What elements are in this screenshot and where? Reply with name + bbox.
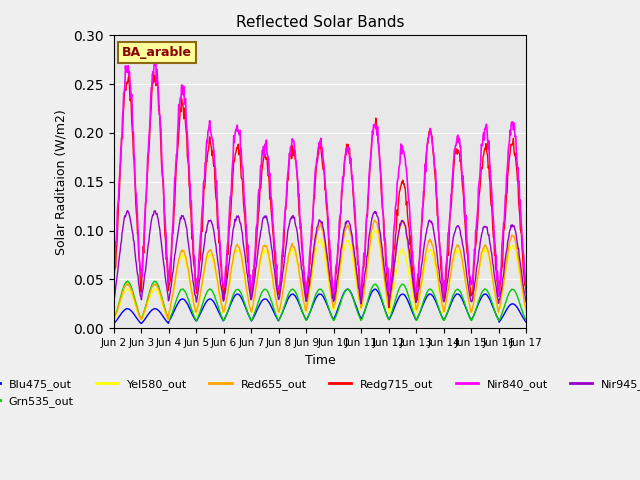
Nir840_out — [202, 145, 210, 151]
Nir945_out — [371, 210, 378, 216]
Line: Grn535_out: Grn535_out — [114, 281, 526, 321]
Nir840_out — [224, 239, 232, 244]
Line: Nir840_out: Nir840_out — [114, 57, 526, 299]
Grn535_out — [357, 318, 365, 324]
Nir840_out — [382, 258, 390, 264]
Nir945_out — [522, 299, 530, 305]
Text: BA_arable: BA_arable — [122, 46, 192, 59]
Nir840_out — [118, 144, 125, 149]
Nir945_out — [382, 280, 390, 286]
Line: Blu475_out: Blu475_out — [114, 289, 526, 324]
Line: Nir945_out: Nir945_out — [114, 211, 526, 304]
Red655_out — [110, 317, 118, 323]
Red655_out — [522, 307, 530, 312]
Blu475_out — [202, 299, 210, 305]
Blu475_out — [522, 319, 530, 325]
Red655_out — [371, 217, 379, 223]
Red655_out — [118, 293, 125, 299]
Redg715_out — [370, 125, 378, 131]
Blu475_out — [118, 311, 125, 316]
Redg715_out — [202, 157, 210, 163]
Nir945_out — [110, 296, 118, 301]
Nir945_out — [357, 301, 365, 307]
Nir840_out — [522, 284, 530, 290]
Line: Yel580_out: Yel580_out — [114, 230, 526, 321]
Blu475_out — [224, 308, 232, 314]
Grn535_out — [371, 282, 378, 288]
Title: Reflected Solar Bands: Reflected Solar Bands — [236, 15, 404, 30]
Redg715_out — [522, 290, 530, 296]
Nir840_out — [357, 296, 365, 302]
Yel580_out — [522, 309, 530, 314]
Y-axis label: Solar Raditaion (W/m2): Solar Raditaion (W/m2) — [55, 109, 68, 255]
Blu475_out — [161, 315, 168, 321]
Yel580_out — [369, 229, 377, 235]
Redg715_out — [385, 305, 393, 311]
Nir840_out — [371, 124, 378, 130]
X-axis label: Time: Time — [305, 354, 335, 367]
Red655_out — [202, 259, 209, 264]
Grn535_out — [124, 278, 132, 284]
Grn535_out — [224, 308, 232, 313]
Grn535_out — [522, 317, 530, 323]
Grn535_out — [118, 291, 125, 297]
Yel580_out — [202, 263, 209, 268]
Legend: Blu475_out, Grn535_out, Yel580_out, Red655_out, Redg715_out, Nir840_out, Nir945_: Blu475_out, Grn535_out, Yel580_out, Red6… — [0, 375, 640, 411]
Grn535_out — [202, 291, 210, 297]
Nir945_out — [124, 208, 132, 214]
Yel580_out — [223, 293, 231, 299]
Nir945_out — [202, 229, 210, 235]
Yel580_out — [110, 318, 118, 324]
Yel580_out — [371, 227, 378, 233]
Redg715_out — [161, 219, 168, 225]
Yel580_out — [382, 289, 390, 295]
Grn535_out — [161, 304, 168, 310]
Line: Red655_out: Red655_out — [114, 220, 526, 320]
Nir945_out — [118, 239, 125, 244]
Nir840_out — [161, 208, 168, 214]
Redg715_out — [150, 69, 157, 75]
Red655_out — [369, 222, 377, 228]
Yel580_out — [118, 297, 125, 302]
Blu475_out — [371, 287, 378, 293]
Blu475_out — [110, 321, 118, 326]
Redg715_out — [118, 136, 125, 142]
Nir840_out — [110, 269, 118, 275]
Nir945_out — [161, 265, 168, 271]
Grn535_out — [382, 311, 390, 316]
Redg715_out — [224, 252, 232, 257]
Blu475_out — [138, 321, 145, 326]
Line: Redg715_out: Redg715_out — [114, 72, 526, 308]
Redg715_out — [382, 262, 390, 268]
Redg715_out — [110, 277, 118, 283]
Red655_out — [382, 284, 390, 289]
Blu475_out — [344, 286, 351, 292]
Yel580_out — [160, 306, 168, 312]
Red655_out — [223, 292, 231, 298]
Red655_out — [160, 304, 168, 310]
Nir945_out — [224, 268, 232, 274]
Nir840_out — [151, 54, 159, 60]
Grn535_out — [110, 316, 118, 322]
Blu475_out — [382, 311, 390, 316]
